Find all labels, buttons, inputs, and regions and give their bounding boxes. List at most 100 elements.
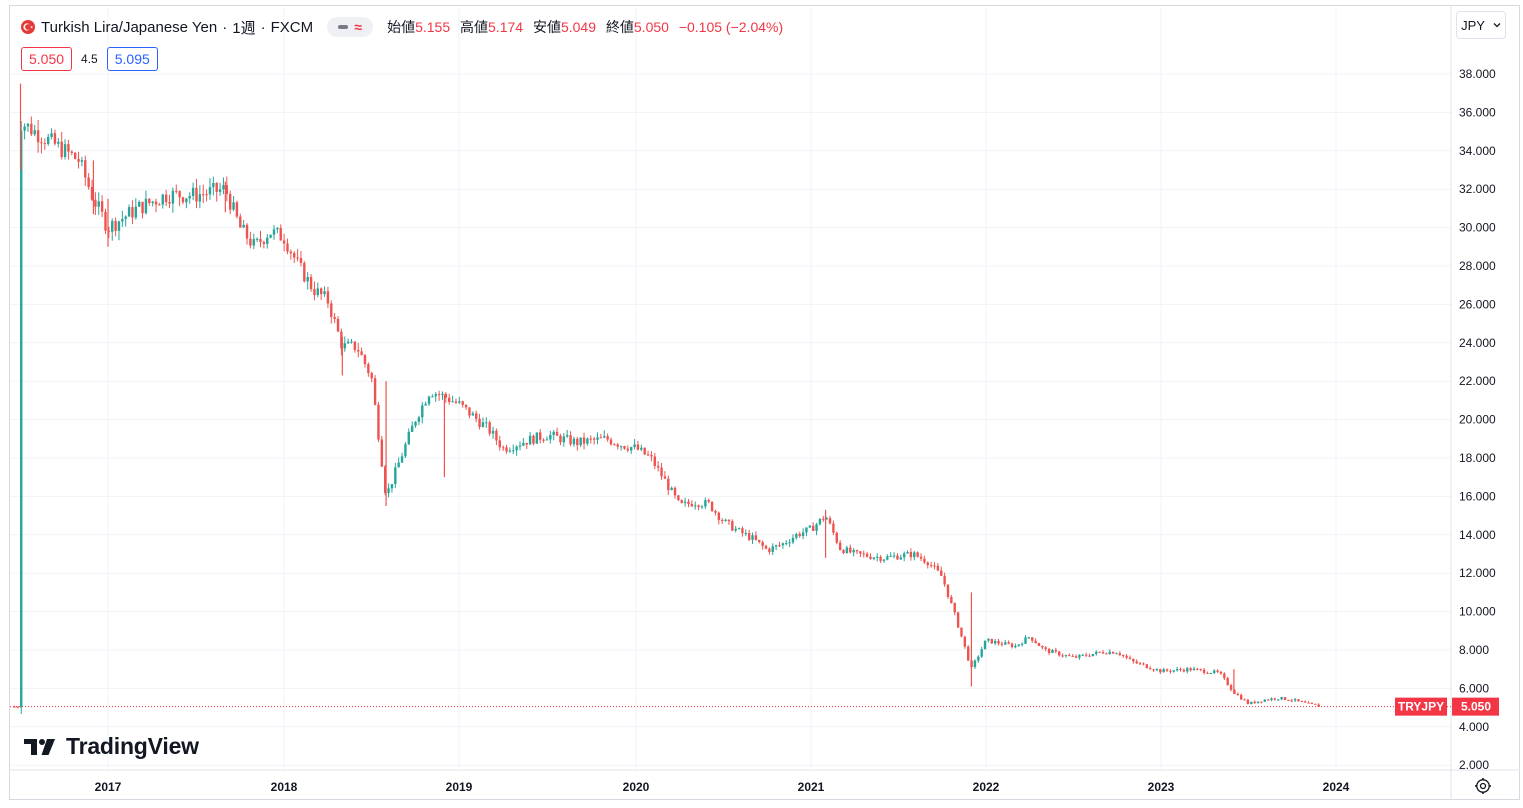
candle-body (1054, 650, 1058, 652)
candlestick (906, 550, 909, 554)
candle-body (20, 130, 23, 708)
candlestick (1088, 653, 1091, 657)
candle-body (127, 207, 131, 217)
candlestick (124, 215, 127, 227)
candle-body (1031, 637, 1034, 641)
candlestick (731, 519, 734, 532)
candle-body (161, 194, 164, 205)
candlestick (697, 504, 700, 511)
symbol-title[interactable]: Turkish Lira/Japanese Yen (41, 18, 218, 36)
candle-body (202, 194, 205, 196)
candle-body (272, 229, 276, 235)
candle-body (289, 251, 293, 254)
candlestick (205, 189, 208, 202)
candle-body (1243, 699, 1246, 701)
candle-body (448, 397, 451, 402)
candlestick (582, 432, 586, 450)
candlestick (559, 433, 562, 446)
candle-body (929, 565, 933, 567)
tradingview-logo[interactable]: TradingView (24, 733, 199, 759)
candle-body (1142, 663, 1145, 665)
candlestick (252, 233, 255, 250)
candlestick (586, 437, 589, 446)
candlestick (1165, 668, 1169, 673)
candlestick (872, 556, 876, 561)
candlestick (535, 432, 539, 444)
candle-body (619, 446, 623, 448)
candlestick (1148, 666, 1152, 670)
grid-lines (10, 8, 1451, 770)
candlestick (838, 540, 842, 551)
candle-body (1135, 661, 1138, 664)
price-axis: 38.000 36.000 34.000 32.000 30.000 28.000 26.0… (1450, 5, 1496, 800)
candle-body (1209, 672, 1213, 674)
candle-body (764, 545, 768, 549)
gear-icon[interactable] (1474, 777, 1492, 795)
candlestick (491, 426, 495, 439)
candle-body (1199, 668, 1202, 670)
candlestick (572, 436, 576, 447)
candle-body (852, 550, 855, 553)
indicator-toggle-pill[interactable]: ≈ (327, 17, 374, 37)
candle-body (104, 211, 107, 231)
candle-body (586, 438, 589, 444)
candlestick (764, 544, 768, 550)
candle-body (188, 196, 191, 199)
candle-body (636, 444, 640, 450)
price-axis-label: 14.000 (1459, 528, 1496, 542)
candle-body (967, 646, 970, 661)
candle-body (791, 537, 795, 543)
candle-body (373, 378, 377, 405)
candle-body (23, 126, 26, 131)
candlestick (276, 227, 279, 234)
candle-body (916, 552, 919, 557)
candlestick (1213, 669, 1216, 675)
candle-body (424, 403, 427, 406)
candlestick (1135, 659, 1138, 665)
buy-button[interactable]: 5.095 (106, 47, 158, 71)
candlestick (1044, 645, 1047, 652)
candle-body (1297, 699, 1300, 701)
candle-body (656, 466, 660, 468)
candlestick (1074, 654, 1078, 659)
candlestick (343, 336, 346, 352)
candle-body (195, 187, 198, 202)
candle-body (673, 487, 677, 496)
candle-body (1118, 653, 1122, 655)
candlestick (353, 341, 357, 353)
candle-body (1310, 702, 1314, 704)
candle-body (707, 500, 710, 502)
candlestick (532, 434, 535, 446)
candlestick (737, 527, 741, 530)
interval-label[interactable]: 1週 (232, 19, 256, 37)
candle-body (1317, 704, 1320, 707)
candlestick (788, 539, 791, 548)
candlestick (882, 559, 886, 563)
candle-body (1122, 654, 1125, 656)
candle-body (353, 341, 357, 351)
candlestick (956, 611, 960, 629)
candle-body (1138, 663, 1142, 665)
candlestick (525, 442, 528, 449)
candlestick (454, 398, 458, 405)
candle-body (953, 603, 956, 613)
candlestick (1307, 701, 1310, 704)
candlestick (117, 220, 121, 241)
candlestick (131, 200, 134, 225)
chart-frame (9, 5, 1520, 800)
currency-dropdown[interactable]: JPY (1456, 11, 1506, 39)
candlestick (279, 224, 282, 241)
candle-body (956, 612, 960, 628)
candle-body (148, 198, 151, 204)
candlestick (380, 436, 384, 468)
candle-body (795, 533, 798, 538)
candlestick (832, 520, 835, 536)
exchange-label: FXCM (270, 18, 314, 36)
candlestick (967, 645, 970, 662)
candle-body (781, 543, 785, 546)
candlestick (990, 638, 993, 644)
sell-button[interactable]: 5.050 (21, 47, 73, 71)
candle-body (222, 185, 225, 190)
price-axis-label: 32.000 (1459, 182, 1496, 196)
